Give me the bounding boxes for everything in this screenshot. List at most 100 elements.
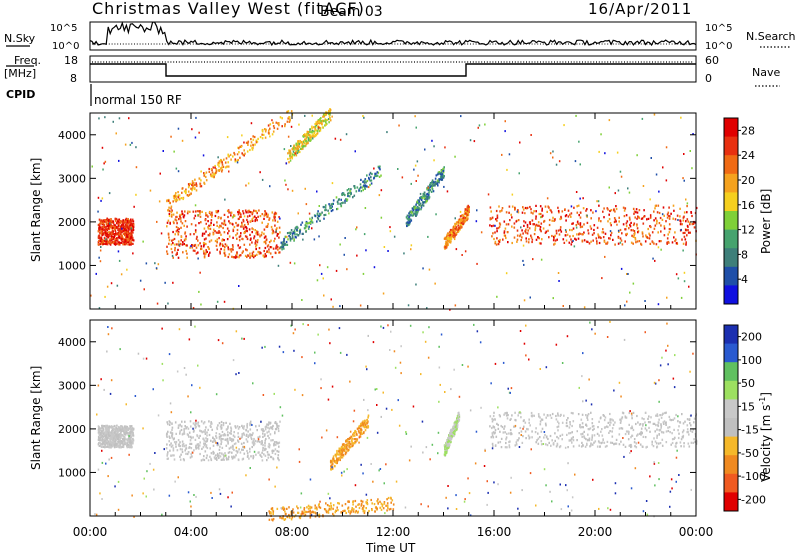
rti-cell xyxy=(668,206,670,209)
rti-cell xyxy=(199,215,202,218)
rti-noise-cell xyxy=(609,230,612,233)
rti-cell xyxy=(455,221,458,224)
rti-cell xyxy=(336,460,339,463)
rti-cell xyxy=(236,255,238,259)
rti-cell xyxy=(197,244,200,247)
rti-cell xyxy=(337,202,339,205)
rti-cell xyxy=(657,231,659,234)
rti-cell xyxy=(535,238,538,241)
rti-cell xyxy=(207,215,209,218)
rti-cell xyxy=(361,432,363,435)
rti-cell xyxy=(207,227,210,230)
rti-cell xyxy=(106,445,109,448)
rti-cell xyxy=(270,246,273,249)
rti-cell xyxy=(206,434,208,437)
rti-cell xyxy=(101,242,104,245)
rti-cell xyxy=(363,419,366,422)
rti-cell xyxy=(215,457,218,460)
rti-cell xyxy=(542,227,545,230)
rti-cell xyxy=(125,236,127,240)
rti-cell xyxy=(230,427,233,430)
rti-cell xyxy=(237,158,239,162)
rti-cell xyxy=(214,457,217,460)
rti-cell xyxy=(511,205,514,208)
rti-cell xyxy=(99,429,101,432)
rti-cell xyxy=(121,226,124,229)
rti-cell xyxy=(104,219,106,222)
rti-cell xyxy=(250,138,252,141)
rti-cell xyxy=(669,228,672,231)
rti-cell xyxy=(641,417,643,420)
rti-cell xyxy=(199,429,201,432)
rti-cell xyxy=(172,438,175,441)
rti-cell xyxy=(224,452,226,455)
rti-cell xyxy=(654,204,657,207)
rti-cell xyxy=(628,227,630,230)
rti-cell xyxy=(246,449,248,453)
rti-cell xyxy=(535,210,537,213)
rti-cell xyxy=(362,420,364,423)
rti-cell xyxy=(263,241,266,244)
rti-cell xyxy=(114,243,117,246)
rti-cell xyxy=(223,458,225,461)
rti-cell xyxy=(607,421,610,424)
rti-cell xyxy=(193,233,195,236)
rti-cell xyxy=(576,205,578,208)
rti-cell xyxy=(592,425,595,428)
rti-cell xyxy=(198,177,201,180)
rti-cell xyxy=(511,241,513,245)
rti-cell xyxy=(316,125,319,128)
rti-noise-cell xyxy=(359,304,362,307)
rti-cell xyxy=(594,440,597,443)
rti-cell xyxy=(524,221,527,224)
rti-cell xyxy=(247,222,249,226)
rti-cell xyxy=(271,133,274,136)
rti-cell xyxy=(231,255,233,258)
rti-cell xyxy=(361,186,364,189)
rti-cell xyxy=(606,444,608,448)
rti-cell xyxy=(586,439,589,442)
rti-cell xyxy=(132,442,134,445)
rti-cell xyxy=(177,426,180,429)
colorbar-swatch xyxy=(724,173,738,193)
rti-cell xyxy=(525,237,527,240)
rti-cell xyxy=(102,241,104,244)
rti-cell xyxy=(98,240,100,243)
rti-cell xyxy=(218,226,220,229)
rti-cell xyxy=(232,438,235,441)
rti-noise-cell xyxy=(108,231,110,234)
rti-cell xyxy=(467,217,469,220)
rti-noise-cell xyxy=(191,128,193,131)
rti-cell xyxy=(275,244,278,247)
rti-cell xyxy=(170,205,173,208)
rti-cell xyxy=(194,249,196,252)
rti-cell xyxy=(434,177,437,180)
nave-tick-top: 60 xyxy=(705,54,719,67)
rti-cell xyxy=(497,441,500,444)
rti-cell xyxy=(454,224,457,228)
rti-cell xyxy=(692,222,695,225)
rti-cell xyxy=(294,233,296,236)
rti-noise-cell xyxy=(477,126,479,129)
rti-cell xyxy=(539,228,541,231)
rti-noise-cell xyxy=(496,295,498,298)
rti-cell xyxy=(118,227,120,231)
rti-cell xyxy=(566,419,568,422)
rti-cell xyxy=(242,448,244,451)
rti-cell xyxy=(567,215,570,218)
rti-cell xyxy=(324,206,327,209)
rti-cell xyxy=(126,235,129,239)
rti-noise-cell xyxy=(620,175,623,178)
rti-cell xyxy=(254,143,256,146)
rti-cell xyxy=(617,236,620,239)
rti-cell xyxy=(619,237,622,240)
rti-cell xyxy=(227,155,230,158)
rti-cell xyxy=(420,206,423,209)
rti-cell xyxy=(168,210,171,213)
rti-cell xyxy=(601,434,604,437)
rti-cell xyxy=(538,415,540,418)
rti-cell xyxy=(185,188,187,191)
rti-cell xyxy=(597,234,600,237)
rti-cell xyxy=(220,440,223,444)
rti-cell xyxy=(291,148,294,151)
